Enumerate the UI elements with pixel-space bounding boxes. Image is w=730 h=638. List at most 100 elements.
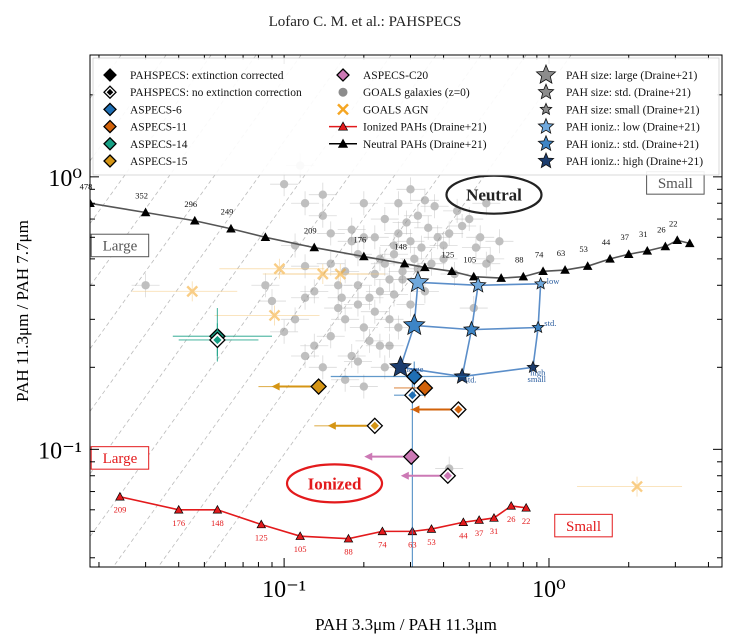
legend-label: PAH ioniz.: high (Draine+21): [566, 156, 703, 168]
goals-galaxy: [455, 207, 484, 232]
goals-galaxy: [257, 289, 286, 314]
goals-galaxy: [380, 233, 409, 258]
goals-point: [318, 363, 328, 372]
ionized-track-point: [256, 519, 267, 529]
legend-frame: [92, 57, 720, 176]
legend-circle: [338, 87, 348, 97]
agn-marker: [334, 268, 347, 280]
goals-galaxy: [375, 333, 404, 358]
goals-agn: [280, 264, 386, 285]
aspecs-marker-shape: [405, 368, 423, 385]
legend-diamond-core: [106, 88, 114, 96]
goals-point: [365, 336, 374, 346]
goals-galaxy: [396, 229, 425, 254]
guide-line: [112, 55, 482, 567]
goals-galaxy: [308, 355, 337, 380]
ionized-size-label: 74: [378, 539, 387, 549]
goals-point: [406, 300, 415, 309]
legend-label: PAHSPECS: extinction corrected: [130, 70, 284, 82]
legend-item: PAHSPECS: no extinction correction: [103, 85, 302, 99]
legend-label: Neutral PAHs (Draine+21): [363, 139, 487, 151]
goals-galaxy: [380, 282, 409, 307]
goals-point: [424, 223, 433, 233]
goals-point: [310, 341, 319, 350]
neutral-track-point: [359, 251, 369, 261]
goals-point: [347, 237, 356, 246]
goals-galaxy: [466, 225, 495, 250]
guide-line: [90, 55, 302, 350]
legend-diamond-shape: [103, 68, 117, 82]
neutral-size-label: 26: [657, 225, 666, 235]
y-axis-label: PAH 11.3μm / PAH 7.7μm: [13, 220, 32, 402]
goals-point: [380, 363, 390, 372]
ionized-track-point: [489, 513, 499, 522]
annotation-ionized: Ionized: [308, 474, 362, 493]
neutral-size-label: 74: [535, 249, 544, 259]
goals-point: [469, 303, 478, 313]
goals-galaxy: [337, 229, 366, 254]
legend-diamond-shape: [103, 154, 117, 168]
goals-point: [333, 303, 343, 313]
goals-point: [394, 199, 403, 208]
aspecs-arrow-head: [327, 421, 336, 430]
legend-item: PAHSPECS: extinction corrected: [103, 68, 284, 82]
aspecs-point: [172, 308, 272, 362]
aspecs-marker-core: [370, 421, 379, 430]
ionized-track-point: [474, 515, 484, 524]
goals-agn: [219, 258, 325, 279]
draine-grid-star: [402, 313, 426, 336]
legend-label: GOALS AGN: [363, 104, 429, 116]
goals-galaxy: [355, 328, 384, 353]
goals-point: [444, 229, 454, 238]
legend-item: PAH size: std. (Draine+21): [537, 83, 691, 100]
legend-label: PAH ioniz.: std. (Draine+21): [566, 139, 699, 151]
goals-point: [318, 211, 328, 220]
aspecs-arrow-head: [364, 452, 373, 461]
goals-galaxy: [343, 292, 372, 317]
ionized-size-label: 37: [475, 528, 484, 538]
agn-marker-b: [334, 268, 347, 280]
legend-diamond: [103, 102, 117, 117]
goals-point: [326, 332, 335, 341]
guide-line: [90, 55, 347, 413]
legend-star: [539, 102, 553, 116]
goals-point: [337, 293, 346, 302]
legend-item: ASPECS-15: [103, 154, 188, 168]
goals-galaxy: [291, 344, 320, 369]
goals-galaxy: [388, 267, 417, 292]
neutral-size-label: 478: [80, 181, 93, 191]
ionized-size-label: 209: [114, 505, 127, 515]
aspecs-marker: [439, 467, 457, 485]
goals-galaxy: [384, 315, 413, 340]
goals-point: [375, 287, 385, 296]
annotation-box: [90, 233, 150, 258]
legend-diamond-shape: [103, 136, 117, 151]
goals-point: [340, 315, 350, 324]
neutral-track-point: [309, 242, 320, 252]
neutral-size-label: 148: [394, 242, 407, 252]
ionized-track-point: [115, 491, 125, 501]
draine-grid-star: [406, 270, 430, 293]
legend-diamond: [103, 136, 117, 151]
goals-galaxy: [403, 203, 432, 228]
goals-galaxy: [407, 235, 436, 260]
agn-marker: [273, 262, 286, 275]
annotation-large: Large: [103, 451, 138, 467]
agn-marker-b: [186, 285, 199, 298]
neutral-size-label: 209: [304, 226, 317, 236]
goals-galaxy: [459, 296, 488, 321]
ionized-size-label: 53: [427, 537, 436, 547]
annotation-box: [90, 446, 150, 470]
goals-point: [420, 196, 430, 205]
goals-galaxy: [461, 235, 490, 260]
annotation-box: [554, 513, 613, 538]
annotation-ellipse: [445, 174, 543, 215]
legend-label: ASPECS-C20: [363, 70, 428, 82]
aspecs-marker-shape: [416, 379, 434, 397]
ionized-track-point: [212, 504, 223, 514]
goals-galaxy: [291, 254, 320, 279]
goals-point: [394, 323, 403, 332]
goals-point: [427, 259, 436, 268]
neutral-track-point: [684, 238, 695, 248]
legend-label: GOALS galaxies (z=0): [363, 87, 470, 99]
